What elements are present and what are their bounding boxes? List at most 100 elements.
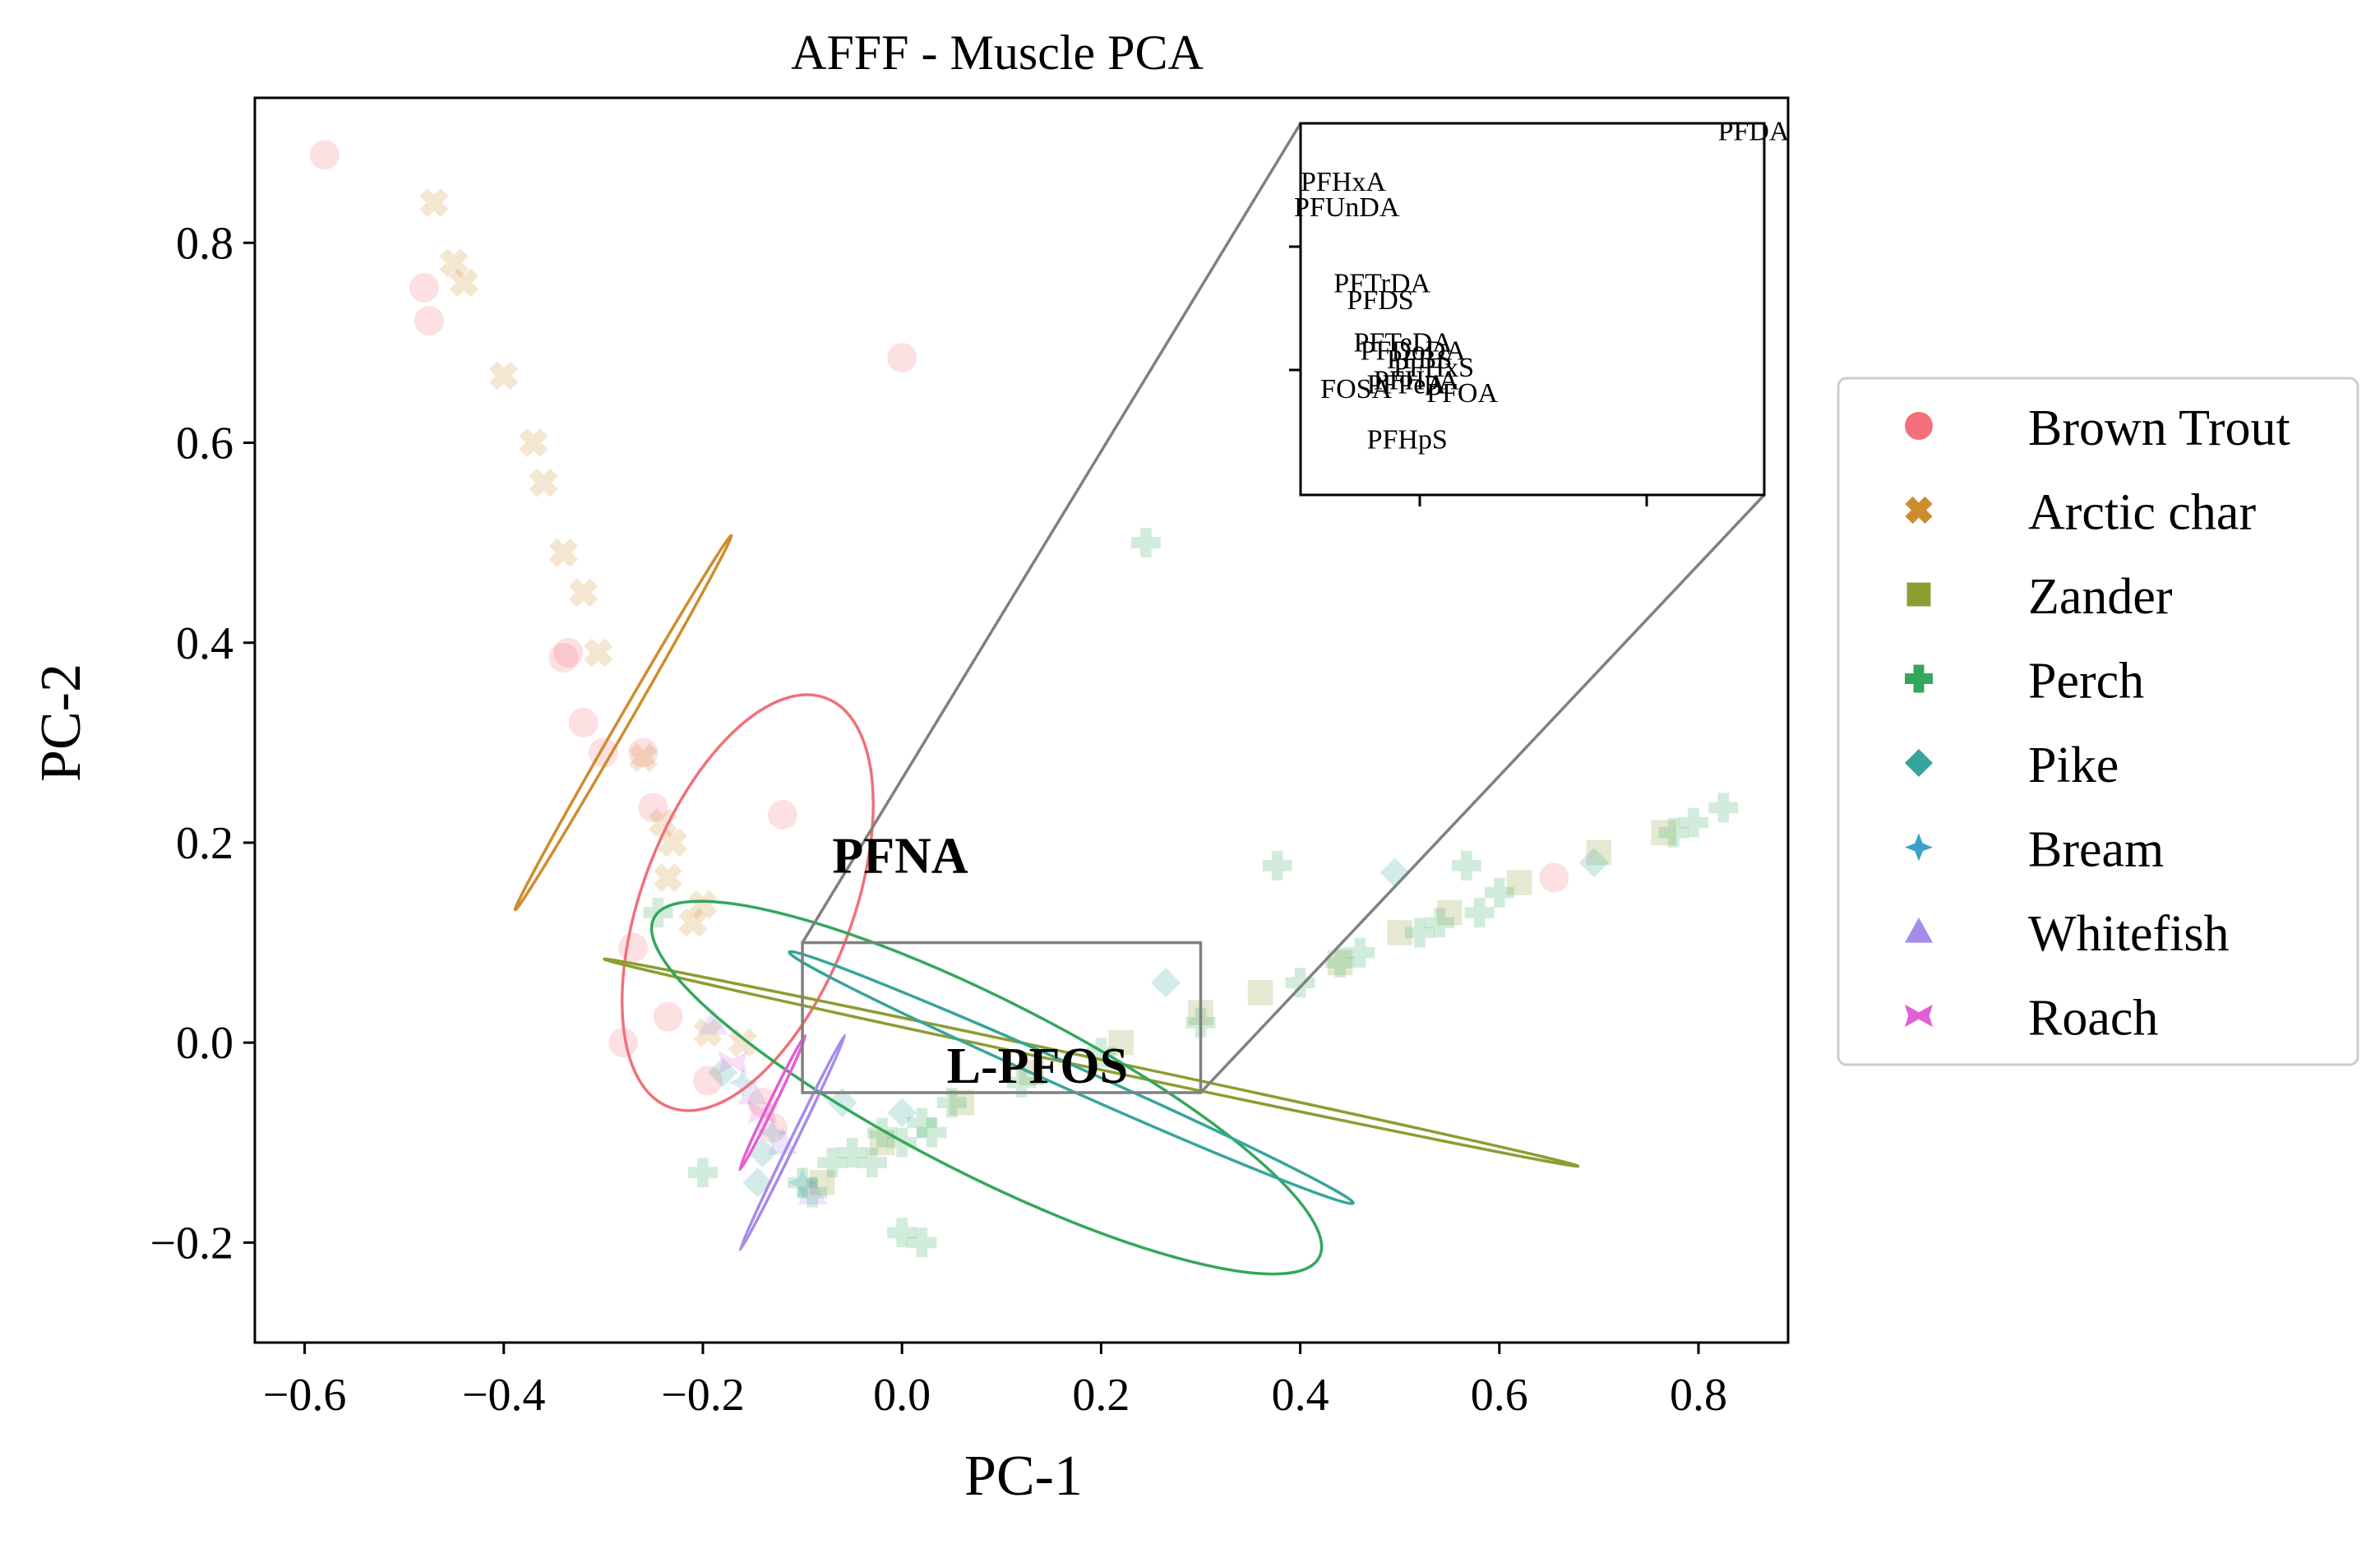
legend-marker bbox=[1905, 918, 1933, 943]
data-point bbox=[767, 1127, 797, 1155]
inset-variable-label: PFPeA bbox=[1367, 370, 1447, 400]
data-point bbox=[1247, 980, 1273, 1005]
y-tick-label: 0.0 bbox=[176, 1018, 233, 1069]
x-tick-label: 0.6 bbox=[1471, 1370, 1528, 1421]
data-point bbox=[553, 637, 584, 668]
data-point bbox=[718, 1051, 748, 1075]
data-point bbox=[797, 1177, 828, 1204]
inset-variable-label: PFOA bbox=[1426, 378, 1498, 409]
data-point bbox=[747, 1100, 778, 1125]
legend-marker bbox=[1905, 496, 1933, 525]
x-tick-label: 0.0 bbox=[873, 1370, 931, 1421]
data-point bbox=[1678, 807, 1708, 838]
data-point bbox=[1086, 1038, 1116, 1068]
scatter-series bbox=[698, 1007, 828, 1204]
x-tick-label: −0.6 bbox=[263, 1370, 347, 1421]
data-point bbox=[693, 1066, 723, 1096]
data-point bbox=[1658, 817, 1689, 848]
data-point bbox=[548, 642, 579, 673]
y-tick-label: −0.2 bbox=[150, 1218, 233, 1269]
data-point bbox=[648, 808, 678, 838]
inset-variable-label: PFUnDA bbox=[1294, 192, 1400, 223]
data-point bbox=[309, 140, 340, 170]
data-point bbox=[817, 1148, 848, 1178]
confidence-ellipse bbox=[788, 950, 1355, 1205]
data-point bbox=[1451, 850, 1481, 881]
data-point bbox=[1586, 839, 1612, 866]
data-point bbox=[1708, 793, 1739, 823]
data-point bbox=[628, 743, 658, 773]
scatter-series bbox=[728, 1067, 818, 1198]
x-tick-label: −0.4 bbox=[462, 1370, 546, 1421]
confidence-ellipse bbox=[620, 693, 875, 1112]
data-point bbox=[917, 1117, 947, 1148]
scatter-series bbox=[419, 188, 757, 1057]
legend-marker bbox=[1905, 412, 1933, 440]
data-point bbox=[757, 1117, 788, 1148]
inset-variable-label: PFTeDA bbox=[1353, 327, 1453, 358]
data-point bbox=[1285, 968, 1315, 998]
legend-label: Whitefish bbox=[2028, 906, 2230, 962]
data-point bbox=[737, 1077, 768, 1105]
data-point bbox=[654, 862, 683, 893]
data-point bbox=[757, 1112, 788, 1143]
inset-connector-line bbox=[1199, 493, 1766, 1094]
data-point bbox=[688, 890, 718, 919]
data-point bbox=[1345, 937, 1375, 968]
inset-variable-label: PFDoDA bbox=[1361, 336, 1467, 367]
data-point bbox=[1506, 870, 1532, 895]
data-point bbox=[949, 1089, 975, 1116]
data-point bbox=[1387, 920, 1412, 945]
data-point bbox=[837, 1137, 867, 1167]
data-point bbox=[653, 1001, 683, 1032]
data-point bbox=[419, 188, 449, 218]
data-point bbox=[1151, 968, 1181, 998]
data-point bbox=[449, 268, 478, 298]
confidence-ellipse bbox=[603, 957, 1580, 1168]
inset-variable-label: PFHxS bbox=[1393, 353, 1474, 383]
data-point bbox=[1436, 899, 1463, 926]
confidence-ellipse bbox=[513, 534, 733, 912]
data-point bbox=[797, 1177, 828, 1208]
data-point bbox=[1006, 1067, 1037, 1098]
data-point bbox=[568, 708, 598, 738]
y-tick-label: 0.2 bbox=[176, 818, 233, 869]
data-point bbox=[687, 1158, 718, 1188]
data-point bbox=[1425, 908, 1455, 938]
data-point bbox=[788, 1167, 818, 1198]
data-point bbox=[489, 361, 519, 391]
legend-label: Perch bbox=[2028, 654, 2144, 710]
y-tick-label: 0.6 bbox=[176, 418, 233, 469]
data-point bbox=[857, 1148, 887, 1178]
data-point bbox=[529, 468, 558, 497]
data-point bbox=[409, 273, 439, 303]
inset-variable-label: PFDS bbox=[1347, 285, 1413, 316]
y-tick-label: 0.8 bbox=[176, 218, 233, 269]
data-point bbox=[678, 908, 708, 937]
data-point bbox=[638, 793, 668, 823]
pfna-annotation: PFNA bbox=[832, 828, 968, 884]
data-point bbox=[584, 638, 613, 668]
legend-label: Brown Trout bbox=[2028, 400, 2290, 456]
data-point bbox=[887, 343, 917, 373]
legend-marker bbox=[1906, 582, 1931, 607]
x-tick-label: 0.2 bbox=[1072, 1370, 1130, 1421]
plot-frame bbox=[253, 96, 1790, 1344]
inset-variable-label: PFHxA bbox=[1301, 167, 1386, 197]
legend-marker bbox=[1905, 1004, 1933, 1028]
data-point bbox=[728, 1067, 758, 1098]
data-point bbox=[788, 1167, 818, 1198]
data-point bbox=[439, 248, 469, 278]
legend-label: Bream bbox=[2028, 822, 2164, 878]
legend-marker bbox=[1905, 833, 1933, 862]
data-point bbox=[1404, 918, 1435, 948]
data-point bbox=[698, 1007, 728, 1035]
ellipse-group bbox=[513, 534, 1580, 1276]
inset-variable-label: PFBS bbox=[1387, 344, 1452, 375]
confidence-ellipse bbox=[738, 1033, 807, 1172]
data-point bbox=[708, 1057, 738, 1088]
data-point bbox=[618, 932, 649, 963]
data-point bbox=[887, 1218, 917, 1248]
